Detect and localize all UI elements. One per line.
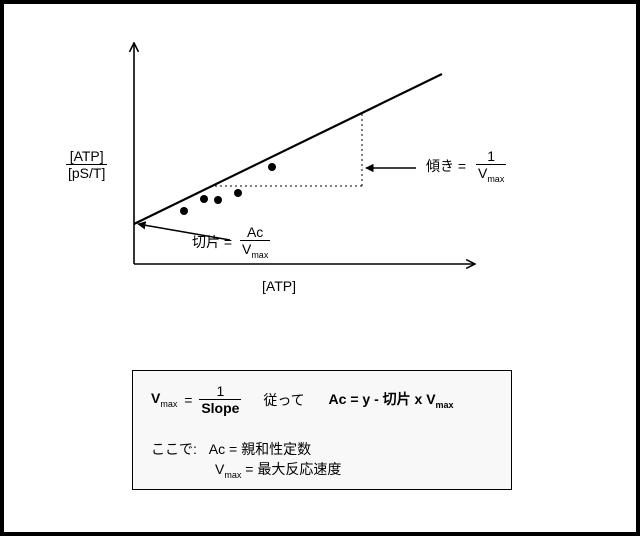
- intercept-label-text: 切片 =: [192, 232, 232, 252]
- equation-line-1: Vmax = 1 Slope 従って Ac = y - 切片 x Vmax: [151, 383, 454, 416]
- y-axis-label: [ATP] [pS/T]: [66, 148, 107, 181]
- equation-box: Vmax = 1 Slope 従って Ac = y - 切片 x Vmax ここ…: [132, 370, 512, 490]
- slope-denominator: Vmax: [476, 165, 506, 184]
- equation-line-2: ここで: Ac = 親和性定数: [151, 439, 311, 459]
- y-label-denominator: [pS/T]: [66, 165, 107, 181]
- y-label-numerator: [ATP]: [66, 148, 107, 165]
- slope-label-text: 傾き =: [426, 156, 466, 176]
- page-frame: [ATP] [pS/T] [ATP] 切片 = Ac Vmax 傾き = 1 V…: [0, 0, 640, 536]
- slope-numerator: 1: [476, 148, 506, 165]
- x-axis-label: [ATP]: [262, 278, 296, 294]
- intercept-denominator: Vmax: [240, 241, 270, 260]
- slope-annotation: 傾き = 1 Vmax: [426, 148, 506, 184]
- intercept-numerator: Ac: [240, 224, 270, 241]
- equation-line-3: Vmax = 最大反応速度: [215, 459, 341, 480]
- intercept-annotation: 切片 = Ac Vmax: [192, 224, 270, 260]
